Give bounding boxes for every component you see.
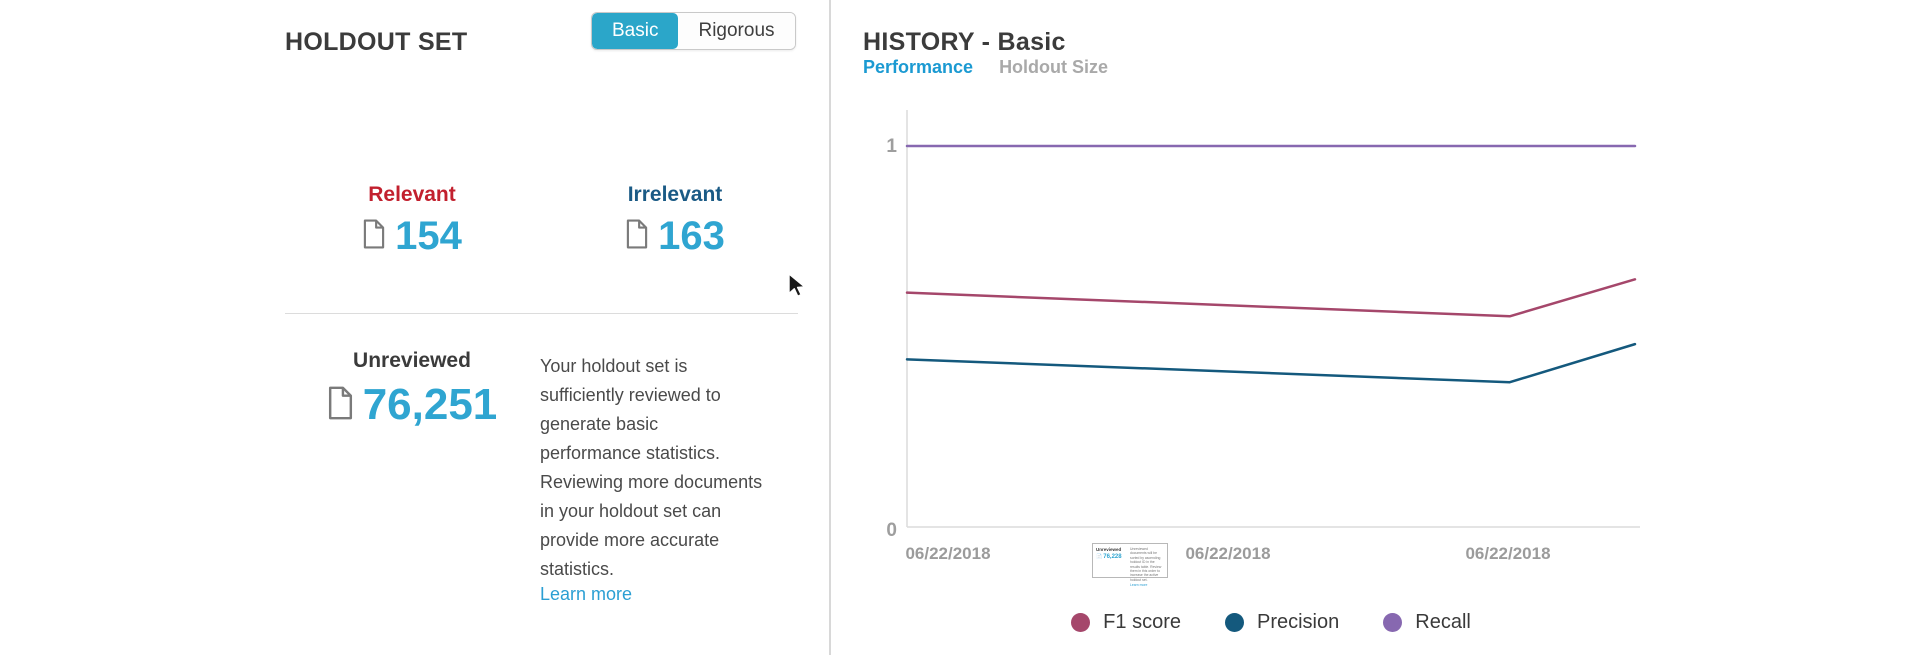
document-icon [625, 219, 649, 254]
mini-unreviewed-count: 76,228 [1103, 553, 1122, 560]
tab-holdout-size[interactable]: Holdout Size [999, 57, 1109, 77]
precision-legend-label: Precision [1256, 611, 1340, 633]
relevant-stat: Relevant 154 [322, 183, 502, 259]
unreviewed-count: 76,251 [362, 380, 498, 429]
unreviewed-label: Unreviewed [353, 349, 471, 372]
document-icon [362, 219, 386, 254]
holdout-set-title: HOLDOUT SET [285, 27, 468, 56]
rigorous-toggle-button[interactable]: Rigorous [678, 13, 795, 49]
x-tick-date: 06/22/2018 [1465, 544, 1550, 563]
holdout-description: Your holdout set is sufficiently reviewe… [540, 356, 763, 579]
holdout-panel-divider [285, 313, 798, 314]
series-line-precision [905, 342, 1637, 384]
history-title: HISTORY - Basic [863, 27, 1066, 56]
chart-legend: F1 score Precision Recall [907, 611, 1635, 634]
document-icon [327, 386, 354, 425]
irrelevant-label: Irrelevant [627, 183, 723, 206]
irrelevant-stat: Irrelevant 163 [585, 183, 765, 259]
mini-fine-print: Unreviewed documents will be sorted by a… [1130, 547, 1162, 582]
f1-score-dot-icon [1071, 613, 1091, 632]
legend-item-precision[interactable]: Precision [1224, 611, 1340, 634]
holdout-mode-toggle: Basic Rigorous [591, 12, 796, 50]
x-tick-date: 06/22/2018 [1185, 544, 1270, 563]
series-line-f1-score [905, 278, 1637, 318]
tab-performance[interactable]: Performance [863, 57, 974, 77]
learn-more-link[interactable]: Learn more [540, 584, 633, 604]
irrelevant-count: 163 [658, 214, 725, 258]
mouse-cursor [788, 273, 806, 297]
y-tick-0: 0 [886, 520, 897, 541]
mini-learn-more-link: Learn more [1130, 583, 1148, 588]
y-tick-1: 1 [886, 136, 897, 157]
f1-score-legend-label: F1 score [1103, 611, 1181, 633]
mini-unreviewed-label: Unreviewed [1096, 547, 1122, 552]
relevant-count: 154 [395, 214, 462, 258]
document-icon: 📄 [1096, 553, 1103, 560]
panel-divider [829, 0, 831, 655]
legend-item-f1[interactable]: F1 score [1071, 611, 1181, 634]
recall-dot-icon [1383, 613, 1403, 632]
x-tick-date: 06/22/2018 [905, 544, 990, 563]
mini-tooltip-card: Unreviewed 📄 76,228 Unreviewed documents… [1092, 543, 1168, 587]
history-tabs: Performance Holdout Size [863, 57, 1108, 78]
legend-item-recall[interactable]: Recall [1383, 611, 1471, 634]
unreviewed-stat: Unreviewed 76,251 [321, 349, 503, 430]
precision-dot-icon [1224, 613, 1244, 632]
basic-toggle-button[interactable]: Basic [592, 13, 679, 49]
recall-legend-label: Recall [1415, 611, 1471, 633]
relevant-label: Relevant [368, 183, 456, 206]
